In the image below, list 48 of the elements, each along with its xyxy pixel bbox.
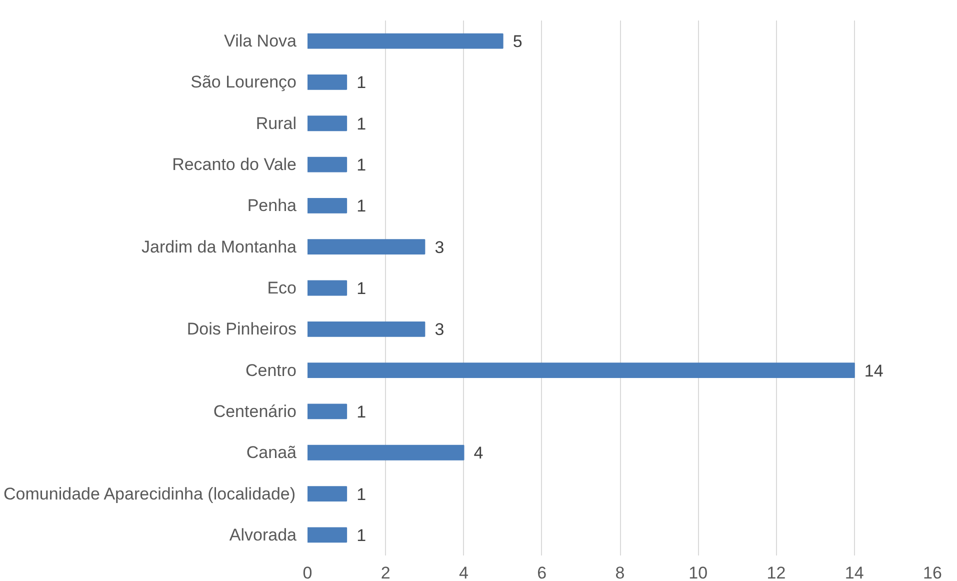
x-tick-label: 6	[537, 564, 547, 581]
bar	[308, 198, 348, 214]
x-tick-label: 8	[615, 564, 625, 581]
x-tick-label: 16	[923, 564, 942, 581]
bar	[308, 280, 348, 296]
y-tick-label: Penha	[247, 196, 298, 216]
bar	[308, 444, 464, 460]
bar	[308, 74, 348, 90]
bar	[308, 527, 348, 543]
data-label: 5	[512, 32, 522, 52]
data-label: 1	[356, 73, 366, 92]
data-label: 1	[356, 484, 366, 504]
data-label: 1	[356, 279, 366, 298]
data-label: 14	[864, 361, 884, 380]
data-label: 1	[356, 526, 366, 545]
y-tick-label: Comunidade Aparecidinha (localidade)	[4, 484, 296, 504]
x-tick-label: 0	[302, 564, 312, 581]
bar	[308, 486, 348, 502]
x-tick-label: 4	[459, 564, 468, 581]
bar	[308, 116, 348, 132]
y-tick-label: São Lourenço	[190, 72, 297, 92]
data-label: 4	[474, 444, 484, 463]
x-tick-label: 10	[688, 564, 708, 581]
bar	[308, 156, 348, 172]
y-tick-label: Alvorada	[229, 525, 298, 544]
y-tick-label: Canaã	[246, 443, 298, 462]
data-label: 3	[434, 320, 444, 340]
y-tick-label: Rural	[256, 114, 296, 133]
y-tick-label: Eco	[267, 278, 297, 298]
data-label: 1	[356, 402, 366, 422]
y-tick-label: Centro	[245, 360, 297, 380]
x-tick-label: 2	[380, 564, 390, 581]
y-tick-label: Jardim da Montanha	[142, 237, 298, 256]
data-label: 1	[356, 156, 366, 175]
y-tick-label: Centenário	[213, 402, 297, 421]
bar	[308, 239, 426, 255]
x-tick-label: 14	[844, 564, 864, 581]
bar	[308, 321, 426, 337]
bar	[308, 362, 855, 378]
data-label: 1	[356, 196, 366, 216]
bar	[308, 404, 348, 420]
bar	[308, 33, 504, 49]
data-label: 1	[356, 114, 366, 134]
data-label: 3	[434, 238, 444, 257]
y-tick-label: Recanto do Vale	[172, 155, 296, 174]
y-tick-label: Vila Nova	[224, 32, 298, 51]
x-tick-label: 12	[766, 564, 786, 581]
y-tick-label: Dois Pinheiros	[186, 320, 297, 339]
